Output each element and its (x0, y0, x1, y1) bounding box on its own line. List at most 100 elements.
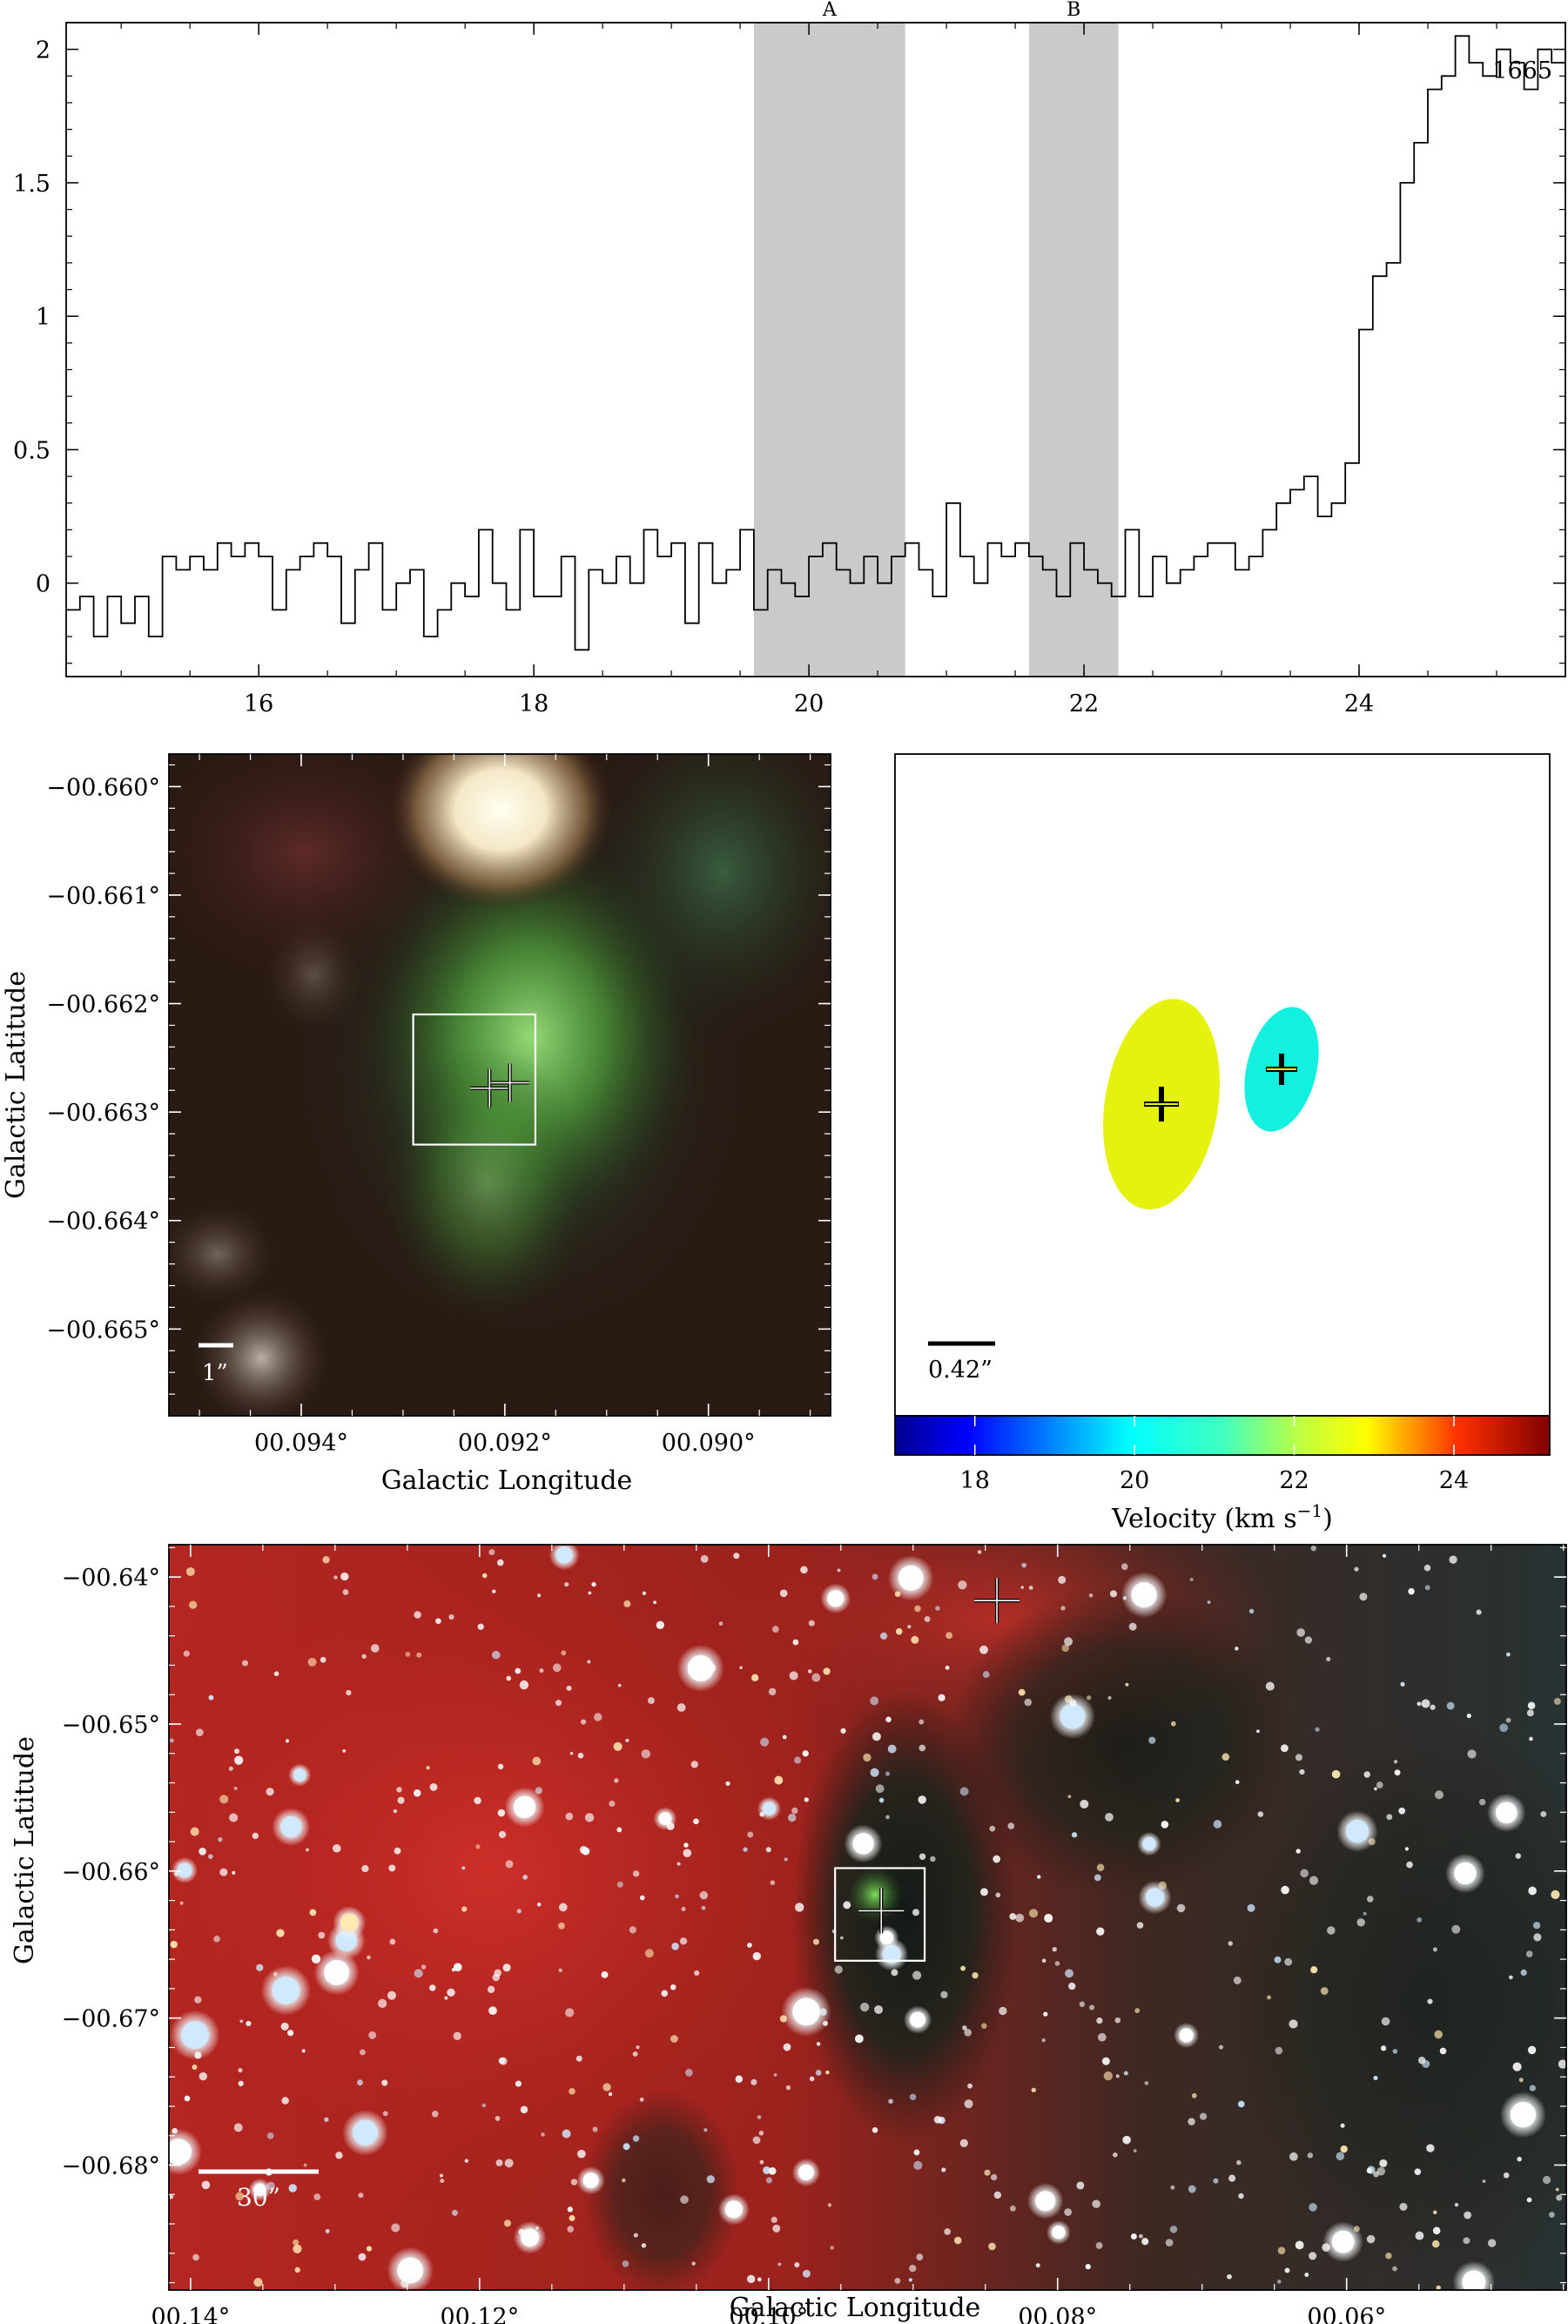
star (687, 1654, 714, 1681)
star (1277, 2280, 1282, 2284)
line-annotation: 1665 (1492, 57, 1552, 84)
star (945, 1665, 950, 1670)
star (1417, 1916, 1423, 1923)
star (1133, 2149, 1137, 2152)
star (1299, 1768, 1305, 1775)
star (765, 1847, 771, 1853)
star (940, 1991, 948, 1999)
star (1532, 1922, 1541, 1930)
star (1424, 1585, 1430, 1591)
star (552, 1663, 562, 1673)
star (190, 1827, 199, 1836)
star (1385, 2252, 1392, 2260)
star (1228, 2174, 1236, 2182)
star (1248, 1608, 1255, 1614)
star (967, 2083, 972, 2089)
star-field (169, 1545, 1566, 2290)
star (370, 1644, 380, 1653)
star (577, 2149, 586, 2159)
star (233, 1748, 240, 1755)
star (453, 1963, 462, 1972)
region-box (412, 1013, 537, 1146)
star (1280, 1744, 1289, 1753)
star (1542, 2175, 1551, 2185)
star (671, 1942, 679, 1950)
star (758, 2130, 764, 2136)
star (1009, 2205, 1016, 2212)
star (207, 1854, 213, 1860)
star (333, 1575, 338, 1580)
star (827, 1590, 845, 1607)
star (782, 1735, 787, 1740)
star (644, 1949, 654, 1958)
star (919, 1719, 925, 1725)
star (184, 2095, 191, 2102)
star (760, 1737, 770, 1747)
star (601, 1970, 609, 1978)
star (429, 1782, 438, 1791)
star (1466, 1713, 1471, 1719)
star (622, 2143, 630, 2151)
star (582, 2172, 599, 2189)
star (602, 2083, 611, 2092)
y-tick-label: 0.5 (13, 437, 50, 464)
star (1414, 2168, 1422, 2176)
star (592, 2126, 598, 2132)
star (1064, 2208, 1072, 2216)
star (1035, 2191, 1056, 2212)
star (1175, 1798, 1180, 1802)
star (234, 1755, 244, 1765)
star (1007, 1822, 1015, 1829)
star (1144, 2081, 1149, 2085)
star (333, 1843, 341, 1853)
star (977, 1550, 982, 1554)
star (382, 2111, 388, 2117)
star (984, 2169, 991, 2176)
star (389, 1938, 396, 1945)
star (313, 2193, 321, 2200)
star (958, 1580, 967, 1590)
star (1427, 1998, 1433, 2004)
star (1533, 1933, 1542, 1942)
star (1431, 2240, 1440, 2248)
star (394, 1847, 401, 1855)
star (324, 2117, 329, 2122)
star (1526, 2197, 1532, 2203)
wide-field-panel: 00.14° 00.12° 00.10° 00.08° 00.06° −00.64° −00… (10, 1544, 1567, 2324)
star (492, 1973, 501, 1982)
star (180, 2021, 209, 2050)
star (1020, 1586, 1024, 1589)
star (1363, 1771, 1370, 1778)
x-tick-label: 00.14° (151, 2304, 230, 2324)
star (256, 1964, 264, 1971)
star (440, 2178, 445, 2184)
component-crosses (1144, 1054, 1297, 1122)
star (1120, 1563, 1128, 1571)
star (908, 2278, 912, 2282)
star (666, 1822, 675, 1830)
star (909, 2264, 917, 2273)
star (792, 1997, 820, 2026)
star (537, 1593, 542, 1598)
star (1191, 2092, 1197, 2098)
y-tick-label: −00.661° (46, 883, 160, 910)
star (1374, 1787, 1377, 1791)
star (1031, 2087, 1036, 2093)
star (1363, 1911, 1367, 1916)
star (812, 1938, 819, 1945)
star (1238, 2193, 1244, 2199)
x-tick-label: 00.06° (1307, 2304, 1386, 2324)
star (1221, 1753, 1230, 1762)
star (301, 2049, 306, 2053)
star (972, 1972, 979, 1979)
star (1399, 2202, 1408, 2211)
star (1434, 2030, 1444, 2039)
star (1188, 2185, 1196, 2193)
star (1556, 2194, 1563, 2201)
star (919, 1853, 926, 1860)
star (747, 1943, 752, 1948)
star (1392, 2266, 1397, 2272)
y-tick-label: −00.663° (46, 1100, 160, 1127)
star (1379, 2159, 1388, 2168)
star (1256, 1729, 1260, 1734)
